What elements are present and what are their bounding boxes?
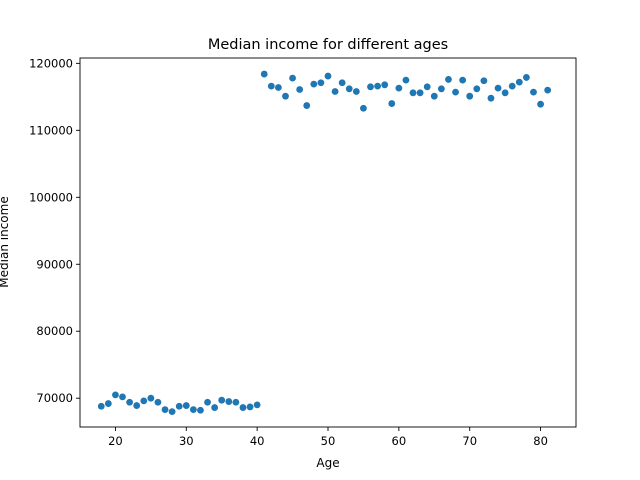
- data-point: [133, 402, 141, 409]
- data-point: [211, 404, 219, 411]
- data-point: [119, 393, 126, 401]
- data-point: [282, 92, 289, 100]
- data-point: [501, 89, 509, 97]
- data-point: [232, 398, 240, 406]
- x-tick-label: 40: [250, 434, 265, 448]
- data-point: [197, 406, 204, 414]
- data-point: [459, 76, 467, 84]
- plot-area: [80, 58, 576, 427]
- data-point: [189, 406, 197, 413]
- x-tick-label: 80: [533, 434, 548, 448]
- y-tick-label: 80000: [36, 324, 73, 338]
- data-point: [112, 391, 119, 399]
- data-points: [97, 70, 552, 415]
- data-point: [437, 85, 445, 93]
- data-point: [317, 79, 325, 87]
- axes-frame: [79, 57, 577, 428]
- data-point: [452, 88, 459, 96]
- data-point: [182, 402, 190, 409]
- data-point: [331, 88, 339, 95]
- y-tick-label: 100000: [29, 190, 73, 204]
- data-point: [296, 86, 304, 93]
- data-point: [267, 82, 275, 90]
- data-point: [423, 83, 431, 91]
- data-point: [345, 85, 353, 93]
- y-tick-label: 110000: [29, 123, 73, 137]
- data-point: [161, 406, 169, 413]
- data-point: [204, 398, 211, 406]
- data-point: [324, 72, 332, 80]
- data-point: [402, 76, 410, 84]
- data-point: [409, 89, 417, 97]
- data-point: [381, 81, 389, 89]
- data-point: [168, 408, 176, 415]
- x-tick-label: 50: [321, 434, 336, 448]
- data-point: [374, 82, 381, 90]
- data-point: [515, 78, 523, 86]
- data-point: [253, 401, 261, 409]
- data-point: [218, 396, 226, 404]
- x-tick-label: 20: [108, 434, 123, 448]
- data-point: [147, 394, 155, 402]
- data-point: [239, 404, 247, 411]
- data-point: [352, 88, 360, 95]
- data-point: [126, 398, 133, 406]
- data-point: [537, 100, 544, 108]
- x-tick-label: 70: [462, 434, 477, 448]
- data-point: [338, 79, 346, 87]
- data-point: [508, 82, 516, 90]
- data-point: [104, 400, 112, 407]
- data-point: [523, 74, 530, 81]
- y-axis-ticks: 70000 80000 90000 100000 110000 120000: [29, 56, 80, 405]
- data-point: [140, 397, 148, 405]
- data-point: [310, 80, 318, 88]
- data-point: [466, 92, 474, 100]
- y-tick-label: 70000: [36, 391, 73, 405]
- x-tick-label: 60: [392, 434, 407, 448]
- data-point: [395, 84, 403, 92]
- data-point: [275, 84, 282, 91]
- data-point: [225, 398, 233, 405]
- data-point: [416, 89, 424, 97]
- chart-title: Median income for different ages: [208, 37, 448, 53]
- data-point: [487, 94, 495, 102]
- data-point: [260, 70, 268, 78]
- y-tick-label: 120000: [29, 56, 73, 70]
- data-point: [360, 104, 367, 112]
- y-tick-label: 90000: [36, 257, 73, 271]
- data-point: [289, 74, 296, 82]
- data-point: [544, 86, 552, 94]
- data-point: [97, 402, 105, 410]
- x-tick-label: 30: [179, 434, 194, 448]
- y-axis-label: Median income: [0, 196, 11, 287]
- data-point: [175, 402, 183, 410]
- data-point: [480, 77, 488, 85]
- data-point: [494, 84, 502, 92]
- data-point: [303, 102, 311, 109]
- x-axis-label: Age: [316, 456, 339, 470]
- data-point: [473, 85, 481, 93]
- data-point: [367, 83, 374, 91]
- data-point: [154, 398, 162, 406]
- data-point: [430, 92, 438, 100]
- x-axis-ticks: 20 30 40 50 60 70 80: [108, 427, 548, 448]
- data-point: [246, 403, 254, 411]
- data-point: [388, 100, 396, 107]
- data-point: [445, 76, 452, 83]
- data-point: [530, 88, 537, 96]
